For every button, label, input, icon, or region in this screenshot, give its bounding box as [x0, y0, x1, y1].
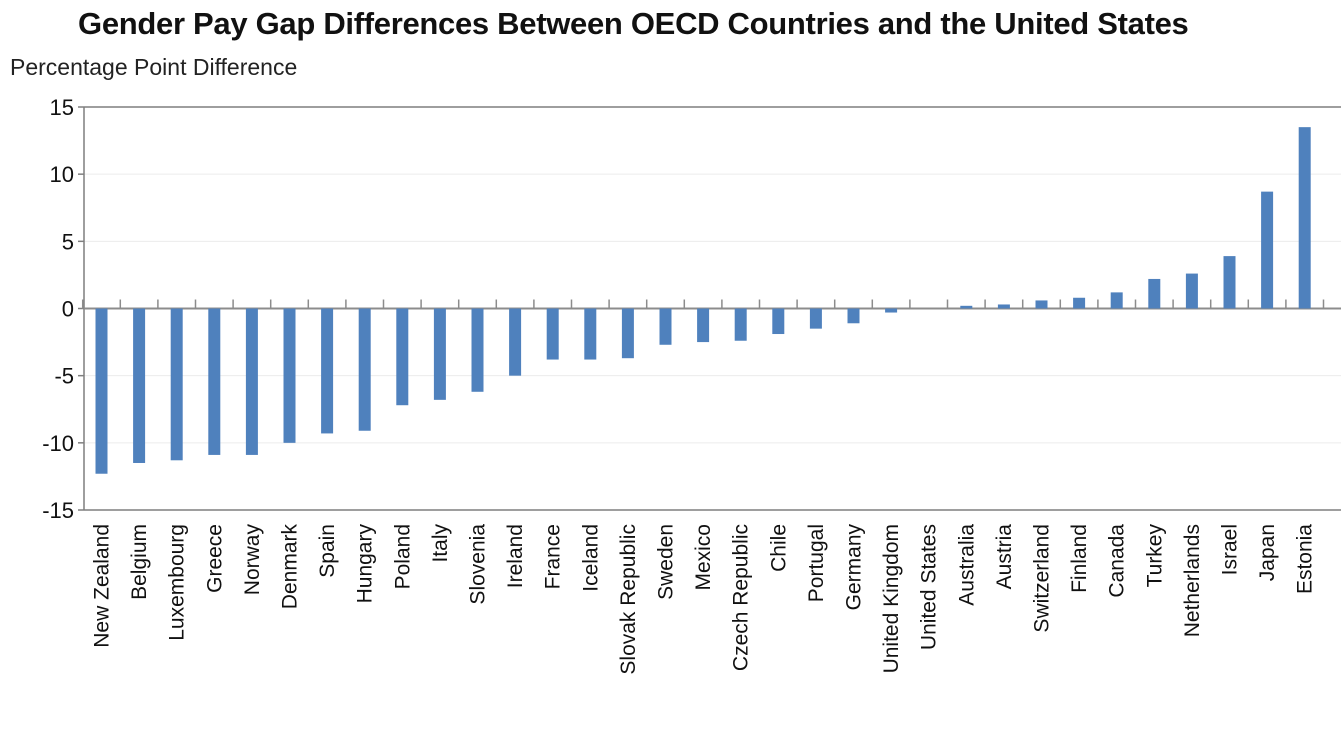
category-label: Greece [203, 524, 226, 593]
y-tick-label: 15 [50, 95, 74, 120]
bar [1223, 256, 1236, 309]
bar [1035, 300, 1048, 309]
bar [847, 308, 860, 324]
category-labels: New Zealand Belgium Luxembourg Greece Norway… [91, 524, 1317, 675]
bar [659, 308, 672, 345]
category-label: United States [918, 524, 941, 650]
y-tick-label: -5 [54, 364, 74, 389]
category-label: Norway [241, 524, 264, 596]
category-label: France [542, 524, 565, 589]
category-label: Denmark [279, 524, 302, 610]
category-label: Hungary [354, 524, 377, 604]
y-tick-label: -15 [42, 498, 74, 523]
bar [208, 308, 221, 455]
category-label: Netherlands [1181, 524, 1204, 637]
bar [1148, 278, 1161, 309]
category-label: Austria [993, 524, 1016, 590]
bar [809, 308, 822, 329]
bar [734, 308, 747, 341]
bars [95, 127, 1311, 474]
category-label: United Kingdom [880, 524, 903, 673]
bar [170, 308, 183, 461]
bar [546, 308, 559, 360]
category-label: Belgium [128, 524, 151, 600]
bar [960, 305, 973, 309]
category-label: Australia [955, 524, 978, 606]
category-label: Israel [1219, 524, 1242, 575]
category-label: Germany [843, 524, 866, 611]
category-label: Slovak Republic [617, 524, 640, 675]
category-label: Turkey [1143, 524, 1166, 588]
y-tick-labels: 15 10 5 0 -5 -10 -15 [42, 95, 74, 523]
bar [584, 308, 597, 360]
category-label: Sweden [655, 524, 678, 600]
category-label: Mexico [692, 524, 715, 591]
chart-title: Gender Pay Gap Differences Between OECD … [78, 6, 1189, 41]
bar [885, 308, 898, 313]
category-label: Ireland [504, 524, 527, 588]
bar [1261, 191, 1274, 309]
category-label: Luxembourg [166, 524, 189, 641]
bar [1185, 273, 1198, 309]
category-label: Finland [1068, 524, 1091, 593]
chart-subtitle: Percentage Point Difference [10, 54, 298, 80]
y-tick-label: 0 [62, 297, 74, 322]
bar [471, 308, 484, 392]
bar [697, 308, 710, 343]
category-label: Slovenia [467, 524, 490, 605]
bar [396, 308, 409, 406]
category-label: Chile [767, 524, 790, 572]
bar [1073, 297, 1086, 309]
bar [283, 308, 296, 443]
bar [621, 308, 634, 359]
y-tick-label: -10 [42, 431, 74, 456]
bar [321, 308, 334, 434]
bar [433, 308, 446, 400]
category-label: Iceland [579, 524, 602, 592]
axes [78, 106, 1341, 511]
category-label: Poland [391, 524, 414, 589]
category-label: Italy [429, 524, 452, 563]
bar [997, 304, 1010, 309]
bar [509, 308, 522, 376]
bar [358, 308, 371, 431]
category-label: Spain [316, 524, 339, 578]
y-tick-label: 5 [62, 229, 74, 254]
bar [1298, 127, 1311, 309]
y-tick-label: 10 [50, 162, 74, 187]
bar [133, 308, 146, 463]
bar [1110, 292, 1123, 309]
bar [245, 308, 258, 455]
category-label: New Zealand [91, 524, 114, 648]
bar [772, 308, 785, 335]
category-label: Japan [1256, 524, 1279, 581]
category-label: Estonia [1294, 524, 1317, 594]
category-label: Switzerland [1031, 524, 1054, 633]
category-label: Portugal [805, 524, 828, 602]
bar [95, 308, 108, 474]
category-label: Canada [1106, 524, 1129, 598]
category-label: Czech Republic [730, 524, 753, 671]
